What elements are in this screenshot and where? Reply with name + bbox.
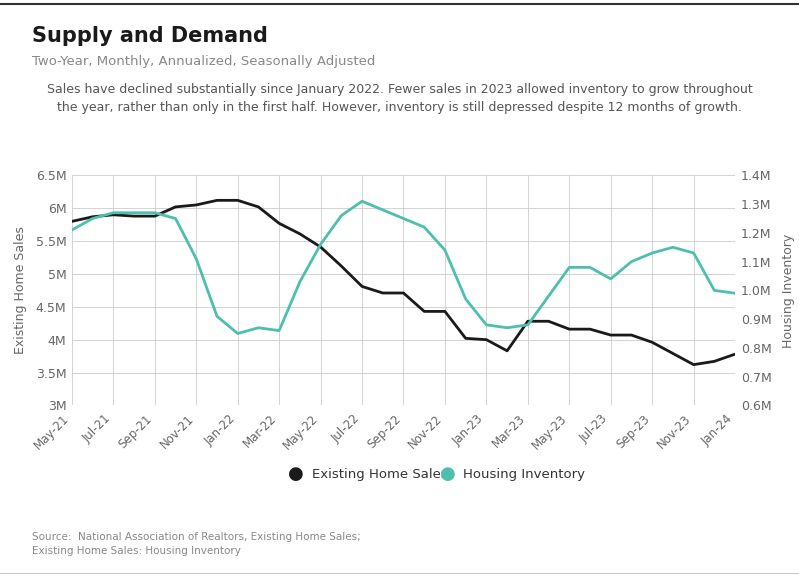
Y-axis label: Housing Inventory: Housing Inventory [782,233,796,347]
Text: Source:  National Association of Realtors, Existing Home Sales;: Source: National Association of Realtors… [32,532,360,542]
Text: ●: ● [439,465,455,484]
Text: Existing Home Sales: Existing Home Sales [312,468,447,481]
Text: the year, rather than only in the first half. However, inventory is still depres: the year, rather than only in the first … [57,101,742,114]
Text: Existing Home Sales: Housing Inventory: Existing Home Sales: Housing Inventory [32,546,240,556]
Text: Sales have declined substantially since January 2022. Fewer sales in 2023 allowe: Sales have declined substantially since … [46,83,753,97]
Text: Two-Year, Monthly, Annualized, Seasonally Adjusted: Two-Year, Monthly, Annualized, Seasonall… [32,55,376,68]
Y-axis label: Existing Home Sales: Existing Home Sales [14,227,27,354]
Text: Housing Inventory: Housing Inventory [463,468,586,481]
Text: ●: ● [288,465,304,484]
Text: Supply and Demand: Supply and Demand [32,26,268,46]
